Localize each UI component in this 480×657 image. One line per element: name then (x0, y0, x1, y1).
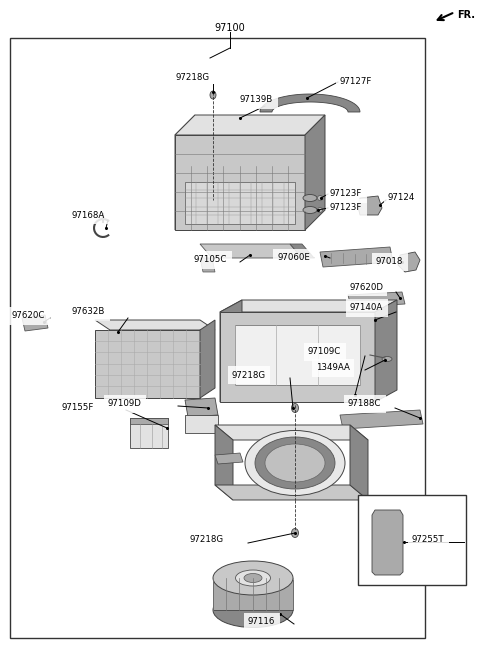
Polygon shape (175, 135, 305, 230)
Ellipse shape (303, 194, 317, 202)
Bar (185, 182, 295, 224)
Text: 97168A: 97168A (72, 210, 105, 219)
Ellipse shape (317, 196, 323, 200)
Polygon shape (220, 300, 242, 402)
Ellipse shape (213, 593, 293, 627)
Polygon shape (175, 115, 325, 135)
Text: 97123F: 97123F (330, 189, 362, 198)
Polygon shape (320, 247, 393, 267)
Polygon shape (358, 196, 382, 215)
Text: 97632B: 97632B (72, 307, 106, 317)
Polygon shape (215, 425, 233, 500)
Text: 97109C: 97109C (308, 348, 341, 357)
Text: 97188C: 97188C (348, 399, 382, 409)
Polygon shape (260, 94, 360, 112)
Bar (130, 418, 168, 448)
Text: 97109D: 97109D (108, 399, 142, 409)
Polygon shape (215, 453, 243, 464)
Ellipse shape (210, 91, 216, 99)
Text: 97218G: 97218G (175, 74, 209, 83)
Polygon shape (348, 292, 405, 307)
Ellipse shape (236, 570, 271, 586)
Polygon shape (130, 418, 168, 424)
Polygon shape (350, 425, 368, 500)
Text: 97620D: 97620D (349, 283, 383, 292)
Bar (185, 415, 218, 433)
Text: 97124: 97124 (388, 194, 415, 202)
Ellipse shape (213, 561, 293, 595)
Polygon shape (215, 425, 368, 440)
Polygon shape (398, 252, 420, 272)
Text: 1349AA: 1349AA (316, 363, 350, 373)
Ellipse shape (265, 444, 325, 482)
Polygon shape (220, 300, 397, 312)
Polygon shape (200, 320, 215, 398)
Text: 97100: 97100 (215, 23, 245, 33)
Text: 97218G: 97218G (190, 535, 224, 545)
Ellipse shape (303, 206, 317, 214)
Ellipse shape (245, 430, 345, 495)
Polygon shape (95, 320, 215, 330)
Text: FR.: FR. (457, 10, 475, 20)
Text: 97218G: 97218G (232, 371, 266, 380)
Text: 97140A: 97140A (350, 304, 383, 313)
Polygon shape (340, 410, 423, 429)
Polygon shape (375, 300, 397, 402)
Text: 97139B: 97139B (240, 95, 273, 104)
Bar (358, 495, 466, 585)
Text: 97155F: 97155F (62, 403, 95, 413)
Polygon shape (200, 244, 302, 258)
Polygon shape (215, 485, 368, 500)
Ellipse shape (291, 528, 299, 537)
Polygon shape (22, 315, 48, 331)
Polygon shape (200, 258, 215, 272)
Text: 97255T: 97255T (412, 535, 444, 545)
Ellipse shape (317, 208, 323, 212)
Polygon shape (175, 115, 195, 230)
Bar (10, 38, 425, 638)
Polygon shape (235, 325, 360, 385)
Ellipse shape (382, 357, 392, 361)
Text: 97105C: 97105C (194, 256, 228, 265)
Ellipse shape (291, 403, 299, 413)
Text: 97060E: 97060E (277, 254, 310, 263)
Ellipse shape (244, 574, 262, 583)
Polygon shape (95, 330, 200, 398)
Text: 97018: 97018 (376, 258, 403, 267)
Polygon shape (213, 580, 293, 610)
Text: 97123F: 97123F (330, 204, 362, 212)
Polygon shape (220, 312, 375, 402)
Polygon shape (372, 510, 403, 575)
Polygon shape (290, 244, 314, 258)
Text: 97116: 97116 (248, 618, 276, 627)
Text: 97127F: 97127F (340, 78, 372, 87)
Polygon shape (185, 398, 218, 417)
Text: 97620C: 97620C (12, 311, 46, 321)
Ellipse shape (255, 437, 335, 489)
Polygon shape (305, 115, 325, 230)
